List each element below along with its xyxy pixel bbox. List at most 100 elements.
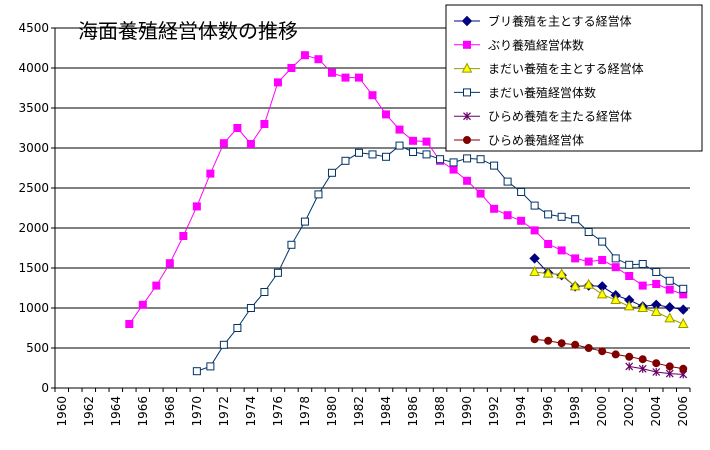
legend-item: ぶり養殖経営体数 (454, 37, 584, 52)
x-tick-label: 1982 (352, 396, 366, 427)
data-point (219, 340, 228, 349)
series-1 (529, 253, 689, 315)
data-point (542, 267, 554, 278)
data-point (300, 51, 309, 60)
y-tick-label: 2500 (18, 181, 49, 195)
data-point (463, 112, 471, 121)
x-tick-label: 2002 (622, 396, 636, 427)
data-point (260, 120, 269, 128)
legend-label: ブリ養殖を主とする経営体 (488, 14, 632, 29)
legend-label: ひらめ養殖経営体 (488, 133, 584, 148)
data-point (517, 216, 526, 225)
data-point (530, 335, 539, 344)
x-tick-label: 1980 (325, 396, 339, 427)
data-point (598, 256, 607, 264)
data-point (219, 139, 228, 148)
data-point (664, 301, 675, 313)
data-point (625, 352, 634, 361)
series-2 (125, 51, 688, 328)
data-point (287, 64, 296, 72)
y-tick-label: 3500 (18, 101, 49, 115)
data-point (571, 215, 580, 224)
data-point (557, 246, 566, 255)
x-tick-label: 1970 (190, 396, 204, 427)
x-tick-label: 1990 (460, 396, 474, 427)
data-point (625, 260, 634, 269)
data-point (584, 257, 593, 266)
x-tick-label: 1968 (163, 396, 177, 427)
data-point (569, 280, 581, 291)
data-point (557, 212, 566, 221)
data-point (652, 359, 661, 368)
data-point (583, 278, 595, 289)
data-point (246, 140, 255, 148)
data-point (260, 288, 269, 296)
x-tick-label: 1976 (271, 396, 285, 427)
data-point (665, 276, 674, 285)
x-tick-label: 2000 (595, 396, 609, 427)
data-point (409, 136, 418, 145)
data-point (664, 312, 676, 323)
x-tick-label: 2004 (649, 396, 663, 427)
data-point (273, 78, 282, 87)
data-point (517, 188, 526, 196)
x-tick-label: 1994 (514, 396, 528, 427)
y-tick-labels: 0 500 1000 1500 2000 2500 3000 3500 4000 4500 (18, 21, 49, 395)
x-tick-label: 1978 (298, 396, 312, 427)
data-point (273, 268, 282, 277)
data-point (679, 364, 688, 373)
data-point (476, 189, 485, 198)
data-point (476, 155, 485, 164)
data-point (584, 344, 593, 352)
data-point (679, 284, 688, 293)
data-point (665, 285, 674, 294)
data-point (138, 300, 147, 309)
data-point (368, 150, 377, 159)
y-tick-label: 4500 (18, 21, 49, 35)
data-point (233, 324, 242, 332)
data-point (571, 340, 580, 349)
legend-item: ブリ養殖を主とする経営体 (454, 14, 632, 29)
y-tick-label: 1500 (18, 261, 49, 275)
legend-item: まだい養殖を主とする経営体 (454, 61, 644, 76)
legend-label: ひらめ養殖を主たる経営体 (488, 109, 632, 124)
data-point (678, 304, 689, 315)
series-lines (125, 51, 689, 379)
x-tick-label: 1996 (541, 396, 555, 427)
data-point (449, 158, 458, 167)
data-point (246, 304, 255, 312)
data-point (463, 40, 471, 49)
data-point (625, 362, 634, 371)
data-point (206, 362, 215, 371)
grid-lines (55, 27, 690, 349)
series-4 (192, 141, 688, 376)
data-point (650, 305, 662, 316)
legend-label: まだい養殖を主とする経営体 (488, 61, 644, 76)
x-tick-label: 1960 (55, 396, 69, 427)
data-point (300, 217, 309, 226)
series-5 (625, 362, 688, 379)
data-point (463, 88, 471, 97)
y-tick-label: 4000 (18, 61, 49, 75)
x-tick-label: 1972 (217, 396, 231, 427)
data-point (544, 336, 553, 345)
y-tick-label: 0 (41, 381, 49, 395)
series-line (196, 145, 684, 372)
data-point (206, 169, 215, 178)
data-point (665, 362, 674, 371)
data-point (395, 141, 404, 150)
data-point (354, 73, 363, 82)
data-point (557, 339, 566, 348)
data-point (382, 110, 391, 119)
data-point (638, 364, 647, 373)
x-tick-label: 1984 (379, 396, 393, 427)
data-point (584, 228, 593, 236)
data-point (461, 15, 473, 27)
x-tick-label: 1998 (568, 396, 582, 427)
legend-item: ひらめ養殖を主たる経営体 (454, 109, 632, 124)
data-point (529, 253, 540, 264)
data-point (152, 281, 161, 290)
data-point (395, 125, 404, 134)
legend-item: ひらめ養殖経営体 (454, 133, 584, 148)
data-point (638, 355, 647, 364)
